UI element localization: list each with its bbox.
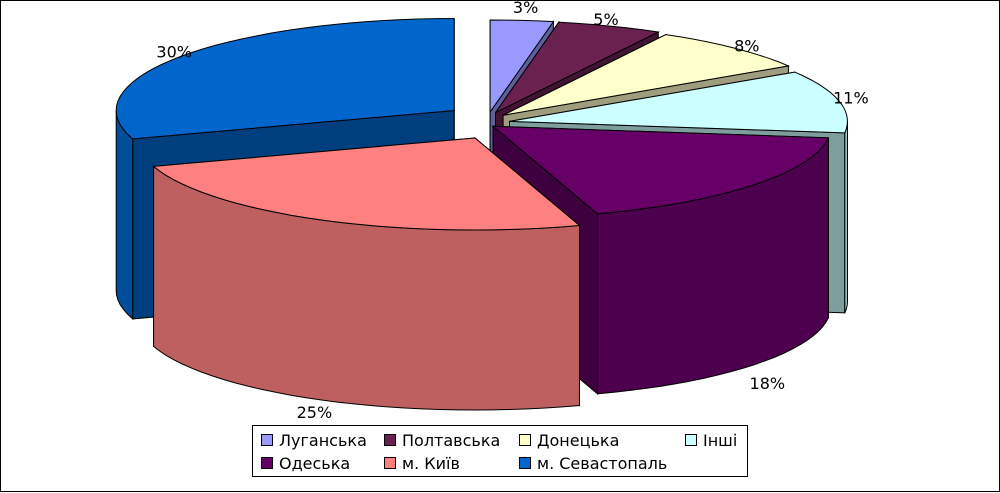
data-label: 25% — [297, 403, 333, 422]
legend-swatch — [384, 457, 396, 469]
legend-item-luhanska: Луганська — [261, 430, 367, 450]
legend-swatch — [261, 434, 273, 446]
legend-swatch — [261, 457, 273, 469]
legend-item-odeska: Одеська — [261, 453, 350, 473]
slice-side — [844, 121, 848, 314]
slice-top — [489, 19, 555, 114]
legend-label: Полтавська — [402, 430, 501, 450]
legend-item-donetska: Донецька — [519, 430, 619, 450]
slice-top — [115, 17, 455, 140]
legend: Луганська Полтавська Донецька Інші Одесь… — [252, 425, 748, 477]
data-label: 8% — [734, 36, 759, 55]
data-label: 5% — [593, 10, 618, 29]
legend-swatch — [685, 434, 697, 446]
legend-item-kyiv: м. Київ — [384, 453, 460, 473]
slice-top — [491, 125, 830, 215]
data-label: 3% — [513, 1, 538, 17]
slice-top — [502, 34, 791, 116]
legend-swatch — [519, 434, 531, 446]
data-label: 30% — [156, 43, 192, 62]
legend-label: Інші — [703, 430, 738, 450]
legend-label: м. Севастопаль — [537, 453, 668, 473]
pie-slice — [152, 136, 581, 411]
slice-top — [495, 21, 660, 114]
legend-label: Донецька — [537, 430, 620, 450]
slice-side — [115, 110, 134, 321]
legend-swatch — [519, 457, 531, 469]
legend-label: Одеська — [279, 453, 351, 473]
slice-top — [152, 137, 581, 231]
legend-label: м. Київ — [402, 453, 460, 473]
legend-label: Луганська — [279, 430, 367, 450]
data-label: 18% — [750, 374, 786, 393]
legend-item-poltavska: Полтавська — [384, 430, 500, 450]
legend-item-inshi: Інші — [685, 430, 737, 450]
legend-item-sevastopol: м. Севастопаль — [519, 453, 667, 473]
data-label: 11% — [833, 89, 869, 108]
slice-top — [509, 71, 848, 134]
legend-swatch — [384, 434, 396, 446]
